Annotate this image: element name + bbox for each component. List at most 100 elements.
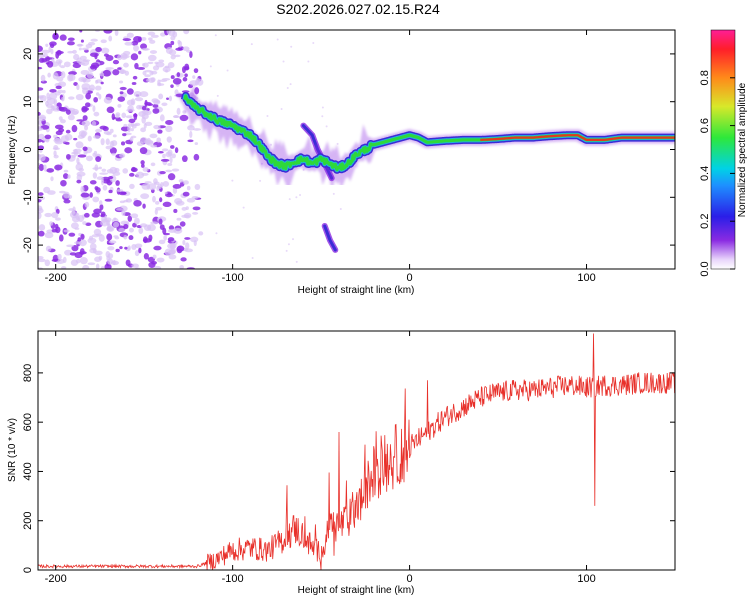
noise-blob xyxy=(161,148,169,152)
noise-blob xyxy=(142,70,147,76)
noise-blob xyxy=(131,263,139,268)
noise-blob xyxy=(47,60,54,68)
noise-blob xyxy=(194,183,201,190)
noise-blob xyxy=(181,90,190,93)
noise-blob xyxy=(174,54,181,58)
noise-blob xyxy=(78,47,82,51)
noise-blob xyxy=(162,153,166,159)
noise-blob xyxy=(60,71,66,79)
noise-blob xyxy=(57,253,62,260)
noise-speck xyxy=(215,232,218,235)
noise-blob xyxy=(182,191,190,197)
noise-blob xyxy=(94,85,102,91)
noise-blob xyxy=(115,248,120,253)
noise-speck xyxy=(259,179,262,182)
noise-blob xyxy=(38,114,47,122)
noise-blob xyxy=(80,69,90,75)
noise-blob xyxy=(167,62,175,69)
noise-blob xyxy=(122,133,127,137)
noise-blob xyxy=(118,227,126,233)
x-tick-label: -200 xyxy=(45,573,67,585)
noise-blob xyxy=(101,168,107,172)
noise-blob xyxy=(179,221,186,227)
noise-speck xyxy=(285,249,288,252)
noise-blob xyxy=(123,235,128,240)
noise-blob xyxy=(140,43,148,50)
noise-blob xyxy=(164,191,168,195)
noise-blob xyxy=(139,147,148,155)
noise-blob xyxy=(38,66,43,70)
noise-speck xyxy=(299,194,302,197)
noise-blob xyxy=(144,102,152,106)
noise-blob xyxy=(140,127,146,133)
noise-blob xyxy=(154,208,158,215)
noise-blob xyxy=(158,59,165,63)
noise-blob xyxy=(40,74,46,82)
noise-blob xyxy=(101,47,110,54)
noise-blob xyxy=(166,97,170,100)
noise-speck xyxy=(287,243,290,246)
spectral-ridge xyxy=(179,84,675,191)
noise-blob xyxy=(49,88,57,93)
noise-blob xyxy=(85,222,92,227)
spectrogram-x-label: Height of straight line (km) xyxy=(298,285,415,296)
noise-blob xyxy=(38,87,44,91)
noise-blob xyxy=(167,163,173,167)
noise-blob xyxy=(183,66,190,71)
noise-blob xyxy=(112,134,117,138)
noise-blob xyxy=(109,140,115,148)
noise-blob xyxy=(69,110,79,115)
noise-blob xyxy=(143,123,147,129)
noise-blob xyxy=(141,116,146,124)
noise-blob xyxy=(121,54,130,59)
snr-x-ticks: -200 -100 0 100 xyxy=(45,331,596,585)
figure-title: S202.2026.027.02.15.R24 xyxy=(276,1,440,17)
noise-blob xyxy=(113,221,120,228)
noise-blob xyxy=(73,149,79,157)
noise-blob xyxy=(84,201,90,208)
noise-blob xyxy=(78,167,85,172)
noise-blob xyxy=(150,144,158,148)
noise-blob xyxy=(191,196,199,199)
noise-blob xyxy=(78,76,87,82)
spectrogram-x-ticks: -200 -100 0 100 xyxy=(45,30,596,284)
noise-blob xyxy=(138,227,144,235)
noise-blob xyxy=(141,109,150,115)
noise-blob xyxy=(55,59,63,64)
noise-blob xyxy=(109,128,114,134)
colorbar-label: Normalized spectral amplitude xyxy=(737,82,748,217)
ridge-core xyxy=(480,134,675,141)
noise-speck xyxy=(266,114,269,117)
noise-blob xyxy=(88,235,94,241)
noise-blob xyxy=(54,164,63,171)
noise-blob xyxy=(38,207,44,214)
noise-blob xyxy=(95,128,103,133)
noise-blob xyxy=(169,156,173,164)
noise-blob xyxy=(115,189,124,192)
noise-blob xyxy=(134,97,144,102)
noise-blob xyxy=(82,221,87,225)
y-tick-label: 0 xyxy=(22,567,34,573)
noise-blob xyxy=(63,61,71,68)
noise-blob xyxy=(58,234,64,242)
noise-blob xyxy=(162,180,170,187)
noise-blob xyxy=(63,169,69,173)
noise-blob xyxy=(80,233,85,240)
noise-blob xyxy=(84,102,91,108)
noise-blob xyxy=(123,50,131,56)
noise-blob xyxy=(85,92,91,100)
noise-blob xyxy=(141,47,150,51)
snr-y-label: SNR (10 * v/v) xyxy=(7,418,18,482)
noise-blob xyxy=(111,113,115,121)
noise-blob xyxy=(38,196,45,201)
noise-blob xyxy=(86,72,94,79)
noise-blob xyxy=(82,59,91,62)
noise-blob xyxy=(157,150,164,154)
colorbar-tick-label: 0.8 xyxy=(699,70,711,85)
noise-blob xyxy=(138,50,142,55)
noise-blob xyxy=(172,77,182,85)
noise-blob xyxy=(149,39,156,44)
noise-blob xyxy=(100,138,105,146)
noise-blob xyxy=(156,257,165,263)
noise-blob xyxy=(164,65,170,69)
